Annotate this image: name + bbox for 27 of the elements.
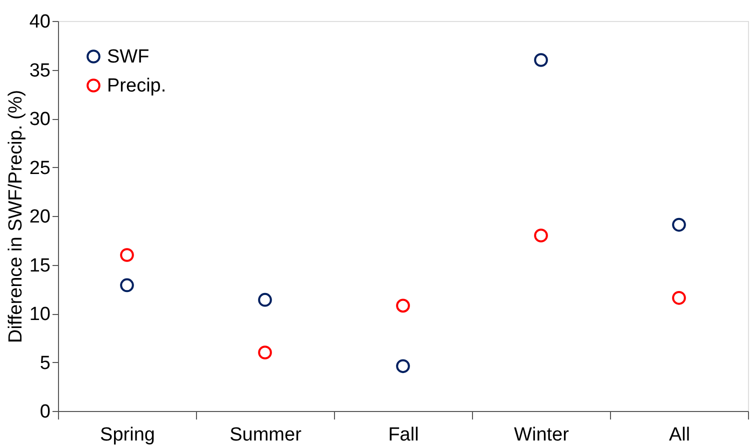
y-tick-label: 40 (29, 12, 50, 32)
x-tick-label: All (668, 424, 690, 446)
point (258, 346, 272, 360)
x-tick-label: Summer (230, 424, 302, 446)
point (534, 53, 548, 67)
y-tick-label: 0 (40, 402, 50, 422)
point (672, 290, 686, 305)
point (396, 298, 410, 313)
point (120, 278, 134, 292)
point (396, 359, 410, 374)
point (258, 292, 272, 307)
y-tick-label: 5 (40, 352, 50, 374)
point (120, 248, 134, 262)
x-tick-label: Spring (100, 424, 155, 446)
y-tick-label: 10 (29, 304, 50, 325)
x-tick-label: Winter (514, 424, 570, 446)
point (672, 218, 686, 232)
legend-label: Precip. (107, 76, 166, 96)
x-tick-label: Fall (388, 424, 419, 446)
y-tick-label: 30 (29, 109, 50, 130)
y-tick-label: 20 (29, 206, 50, 228)
y-axis-title: Difference in SWF/Precip. (%) (5, 90, 26, 344)
legend-label: SWF (107, 46, 150, 68)
point (534, 228, 548, 242)
y-tick-label: 25 (29, 158, 50, 179)
y-tick-label: 35 (29, 60, 50, 82)
y-tick-label: 15 (29, 255, 50, 276)
